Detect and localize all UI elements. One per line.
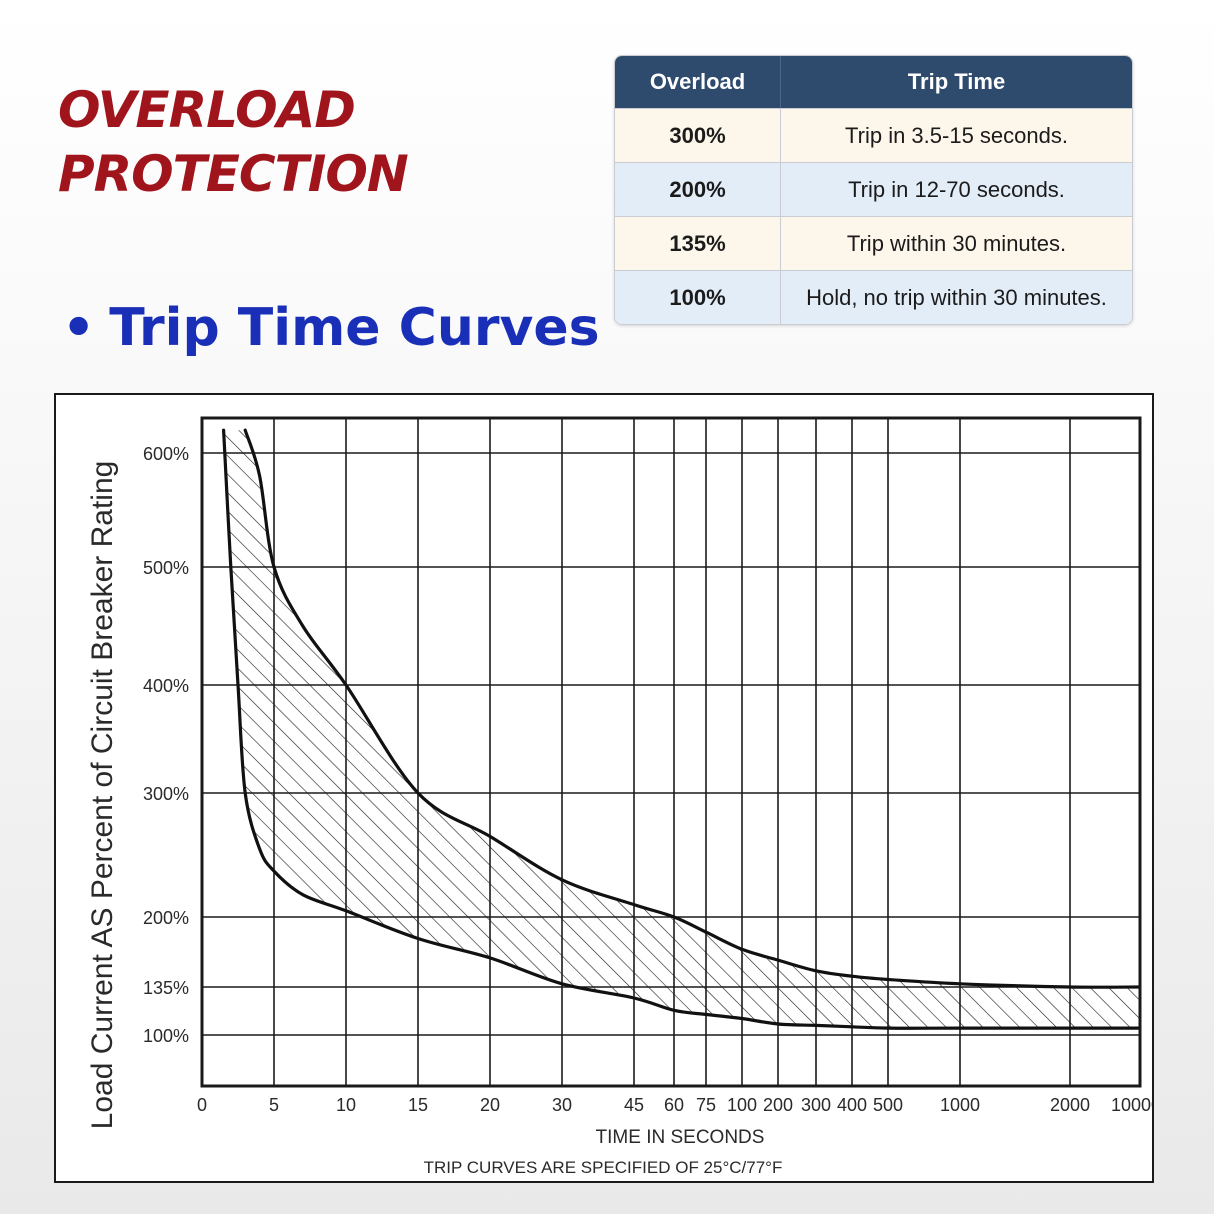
table-header-overload: Overload	[615, 56, 781, 108]
hatched-trip-band	[223, 430, 1140, 1029]
page-heading: OVERLOAD PROTECTION	[58, 78, 409, 206]
x-tick-label: 45	[624, 1095, 644, 1115]
table-cell-trip-time: Hold, no trip within 30 minutes.	[806, 284, 1107, 310]
table-cell-trip-time: Trip within 30 minutes.	[846, 230, 1067, 256]
plot-border	[200, 416, 1142, 1088]
y-axis-title: Load Current AS Percent of Circuit Break…	[86, 461, 119, 1130]
x-tick-label: 300	[801, 1095, 831, 1115]
x-tick-label: 10	[336, 1095, 356, 1115]
chart-svg: 600% 500% 400% 300% 200% 135% 100% 0 5 10 15 20 30 4…	[86, 416, 1152, 1177]
x-tick-label: 10000	[1111, 1095, 1152, 1115]
curve-upper	[243, 428, 1140, 989]
trip-curve-chart: 600% 500% 400% 300% 200% 135% 100% 0 5 10 15 20 30 4…	[54, 393, 1154, 1183]
table-cell-overload: 135%	[615, 217, 781, 270]
x-tick-label: 1000	[940, 1095, 980, 1115]
x-tick-label: 500	[873, 1095, 903, 1115]
x-tick-label: 2000	[1050, 1095, 1090, 1115]
section-title: • Trip Time Curves	[62, 296, 600, 360]
y-tick-label: 135%	[143, 978, 189, 998]
trip-band-fill	[223, 430, 1140, 1029]
section-title-text: Trip Time Curves	[109, 298, 600, 358]
heading-line-1: OVERLOAD	[58, 81, 356, 139]
y-tick-label: 600%	[143, 444, 189, 464]
x-tick-label: 75	[696, 1095, 716, 1115]
y-tick-label: 400%	[143, 676, 189, 696]
table-cell-trip-time: Trip in 3.5-15 seconds.	[845, 122, 1068, 148]
x-tick-labels: 0 5 10 15 20 30 45 60 75 100 200 300 400 500 1000 2000 1…	[197, 1095, 1152, 1115]
table-row: 135% Trip within 30 minutes.	[615, 216, 1132, 270]
y-tick-label: 100%	[143, 1026, 189, 1046]
trip-time-table: Overload Trip Time 300% Trip in 3.5-15 s…	[614, 55, 1133, 325]
y-tick-labels: 600% 500% 400% 300% 200% 135% 100%	[143, 444, 189, 1046]
x-tick-label: 100	[727, 1095, 757, 1115]
x-tick-label: 400	[837, 1095, 867, 1115]
x-tick-label: 15	[408, 1095, 428, 1115]
x-axis-title: TIME IN SECONDS	[596, 1127, 765, 1148]
table-cell-overload: 100%	[615, 271, 781, 324]
y-tick-label: 300%	[143, 784, 189, 804]
chart-grid	[202, 418, 1140, 1086]
table-cell-overload: 300%	[615, 109, 781, 162]
table-row: 200% Trip in 12-70 seconds.	[615, 162, 1132, 216]
x-tick-label: 200	[763, 1095, 793, 1115]
table-row: 100% Hold, no trip within 30 minutes.	[615, 270, 1132, 324]
trip-curves	[222, 428, 1140, 1030]
y-tick-label: 200%	[143, 908, 189, 928]
x-tick-label: 60	[664, 1095, 684, 1115]
y-tick-label: 500%	[143, 558, 189, 578]
x-tick-label: 20	[480, 1095, 500, 1115]
temperature-note: TRIP CURVES ARE SPECIFIED OF 25°C/77°F	[424, 1158, 783, 1177]
heading-line-2: PROTECTION	[58, 145, 409, 203]
x-tick-label: 30	[552, 1095, 572, 1115]
table-header-trip-time: Trip Time	[907, 69, 1006, 94]
x-tick-label: 0	[197, 1095, 207, 1115]
table-cell-overload: 200%	[615, 163, 781, 216]
bullet-icon: •	[62, 298, 96, 358]
x-tick-label: 5	[269, 1095, 279, 1115]
table-cell-trip-time: Trip in 12-70 seconds.	[848, 176, 1065, 202]
table-row: 300% Trip in 3.5-15 seconds.	[615, 108, 1132, 162]
curve-lower	[222, 428, 1140, 1030]
table-header-row: Overload Trip Time	[615, 56, 1132, 108]
